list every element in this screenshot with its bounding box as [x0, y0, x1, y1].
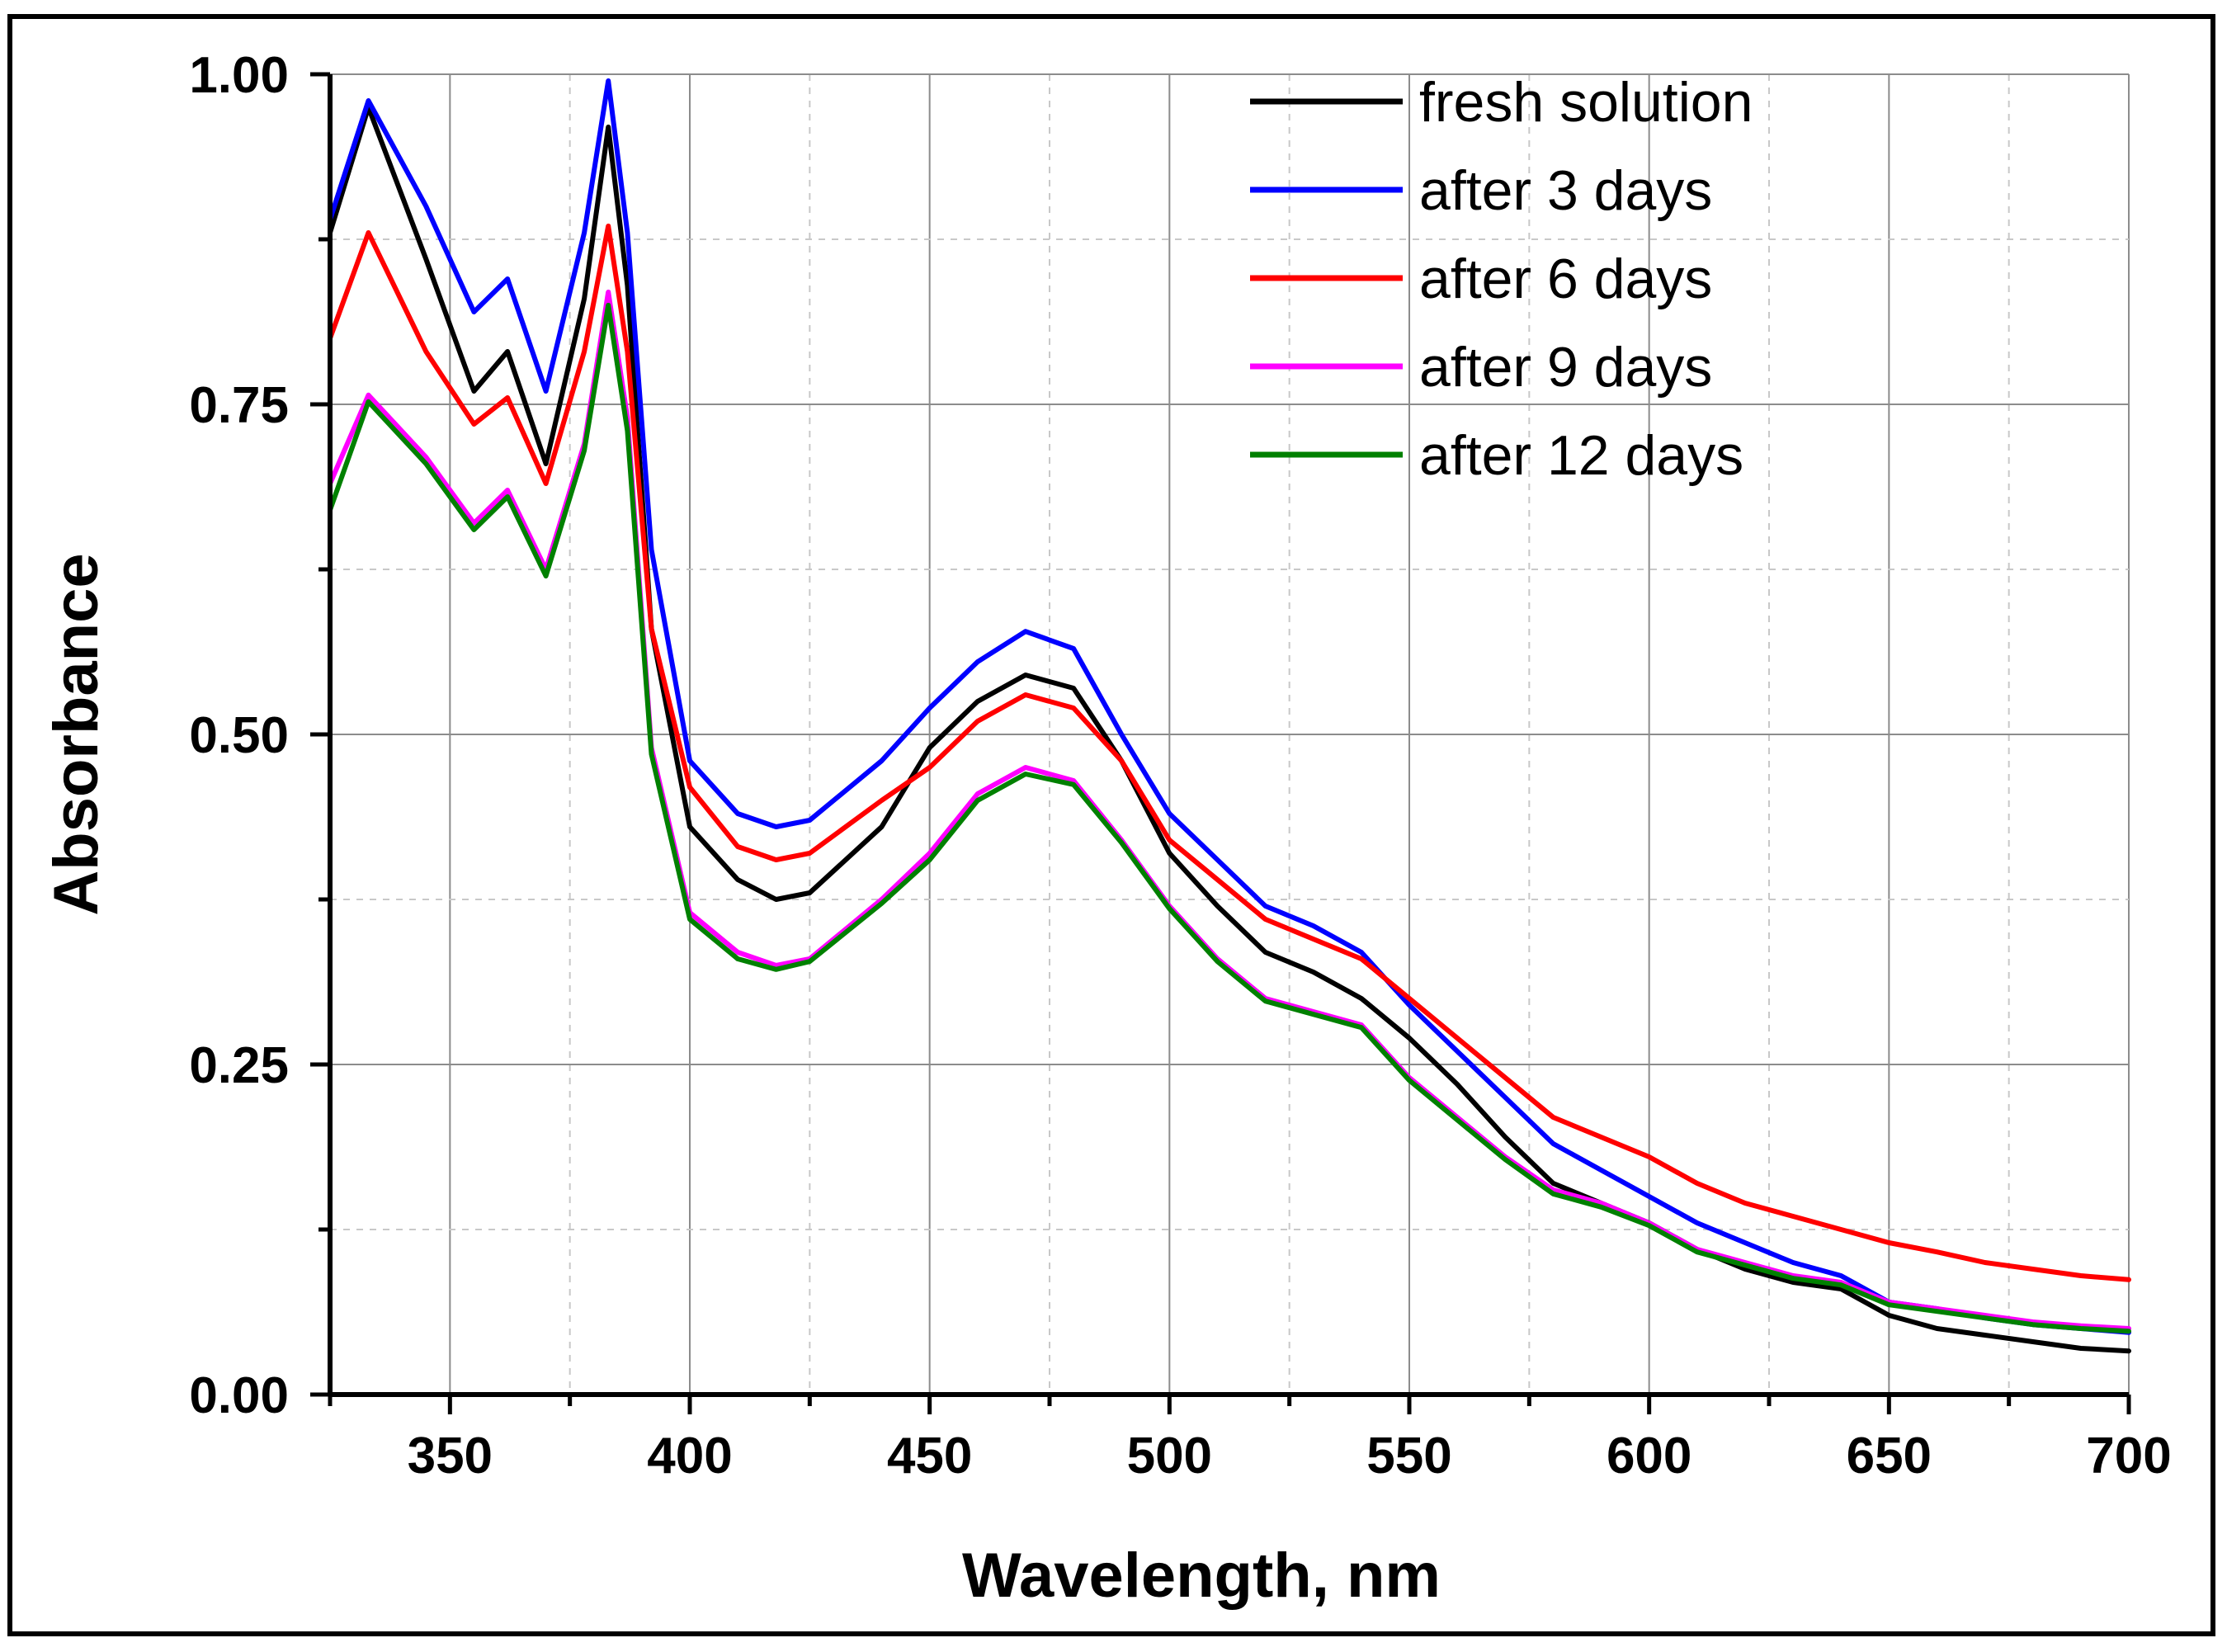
- legend-label-4: after 12 days: [1419, 424, 1743, 487]
- x-tick-label: 650: [1847, 1428, 1932, 1484]
- y-tick-label: 0.75: [189, 377, 289, 434]
- series-layer: [328, 78, 2131, 1354]
- series-line-4: [328, 303, 2131, 1334]
- y-tick-label: 0.00: [189, 1367, 289, 1424]
- legend-label-0: fresh solution: [1419, 71, 1753, 134]
- legend-label-1: after 3 days: [1419, 159, 1712, 222]
- y-tick-label: 0.25: [189, 1037, 289, 1094]
- y-tick-label: 1.00: [189, 47, 289, 104]
- ticks-layer: 350 400 450 500 550 600 650 700 0.00 0.25 0.50 0.75…: [189, 47, 2171, 1484]
- x-tick-label: 400: [647, 1428, 732, 1484]
- series-line-0: [328, 105, 2131, 1354]
- x-tick-label: 450: [887, 1428, 972, 1484]
- legend-label-2: after 6 days: [1419, 248, 1712, 310]
- x-tick-label: 500: [1127, 1428, 1212, 1484]
- y-tick-label: 0.50: [189, 707, 289, 764]
- x-tick-label: 700: [2086, 1428, 2171, 1484]
- series-line-2: [328, 224, 2131, 1282]
- legend: fresh solution after 3 days after 6 days af…: [1250, 71, 1753, 487]
- series-line-1: [328, 78, 2131, 1335]
- x-tick-label: 600: [1607, 1428, 1691, 1484]
- legend-label-3: after 9 days: [1419, 336, 1712, 399]
- y-axis-title: Absorbance: [41, 553, 111, 915]
- x-tick-label: 350: [408, 1428, 493, 1484]
- x-tick-label: 550: [1366, 1428, 1451, 1484]
- x-axis-title: Wavelength, nm: [962, 1541, 1441, 1611]
